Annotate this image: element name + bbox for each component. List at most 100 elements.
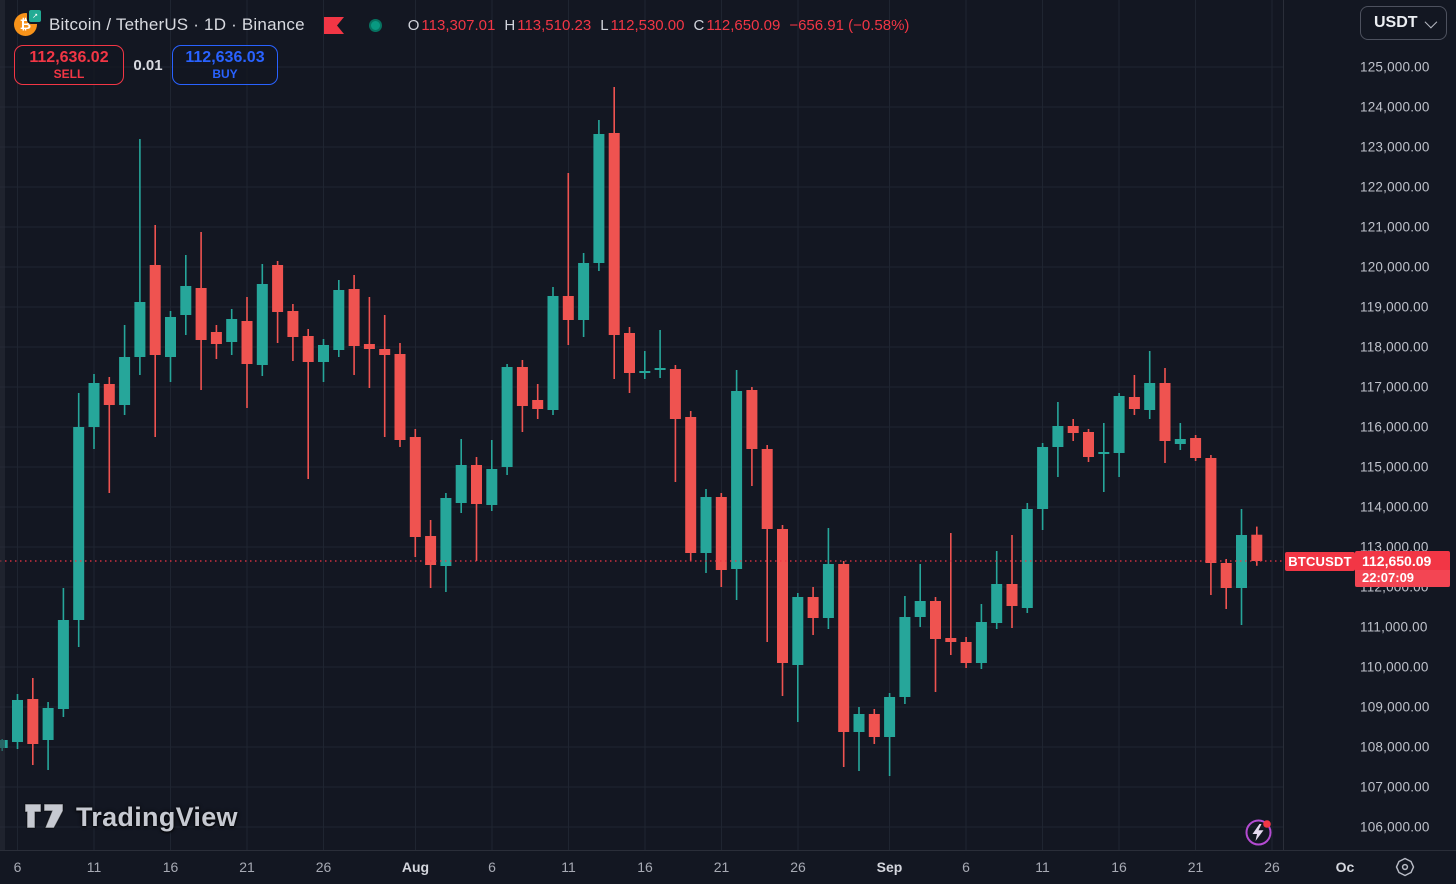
- candle-jul-20[interactable]: [226, 309, 238, 355]
- candle-jul-30[interactable]: [379, 315, 391, 437]
- candle-jul-12[interactable]: [103, 377, 115, 493]
- candle-sep-8[interactable]: [991, 551, 1003, 629]
- buy-button[interactable]: 112,636.03 BUY: [172, 45, 278, 85]
- candle-aug-4[interactable]: [455, 439, 467, 513]
- candle-aug-22[interactable]: [731, 370, 743, 600]
- candle-aug-29[interactable]: [838, 561, 850, 767]
- candle-jul-15[interactable]: [149, 225, 161, 437]
- candle-sep-9[interactable]: [1006, 535, 1018, 628]
- candle-jul-23[interactable]: [272, 261, 284, 343]
- candle-body: [363, 344, 375, 349]
- time-tick-label: 6: [13, 859, 22, 875]
- candle-sep-14[interactable]: [1083, 429, 1094, 462]
- candle-jul-6[interactable]: [12, 694, 23, 749]
- price-axis[interactable]: 125,000.00 124,000.00 123,000.00 122,000.00…: [1283, 0, 1456, 850]
- candle-aug-11[interactable]: [562, 173, 574, 345]
- candle-sep-4[interactable]: [930, 597, 941, 692]
- market-status-icon[interactable]: [368, 18, 382, 32]
- candle-sep-12[interactable]: [1052, 402, 1064, 477]
- candle-sep-15[interactable]: [1098, 423, 1110, 492]
- candle-sep-22[interactable]: [1205, 455, 1217, 595]
- candle-jul-21[interactable]: [241, 297, 253, 408]
- candle-aug-24[interactable]: [761, 445, 773, 642]
- candle-jul-8[interactable]: [42, 702, 54, 770]
- candle-aug-25[interactable]: [777, 525, 788, 696]
- time-axis[interactable]: 6 11 16 21 26 Aug 6 11 16 21 26 Sep 6 11 16 21 26 Oc: [0, 850, 1456, 884]
- candle-aug-8[interactable]: [516, 360, 528, 432]
- candle-jul-27[interactable]: [333, 280, 345, 357]
- candle-sep-17[interactable]: [1128, 375, 1140, 415]
- candle-sep-13[interactable]: [1067, 419, 1079, 441]
- price-tick-label: 120,000.00: [1360, 259, 1430, 275]
- candle-sep-10[interactable]: [1021, 503, 1033, 613]
- candle-jul-25[interactable]: [302, 329, 314, 479]
- candle-sep-16[interactable]: [1113, 393, 1125, 477]
- candle-aug-21[interactable]: [715, 493, 727, 587]
- candle-sep-25[interactable]: [1251, 526, 1263, 566]
- candle-wick: [108, 377, 111, 493]
- candle-jul-26[interactable]: [318, 339, 329, 382]
- candle-aug-6[interactable]: [486, 440, 498, 511]
- candle-aug-16[interactable]: [639, 351, 651, 379]
- candle-aug-31[interactable]: [868, 709, 880, 744]
- gear-icon[interactable]: [1395, 857, 1415, 877]
- candle-sep-7[interactable]: [975, 604, 987, 669]
- candle-sep-20[interactable]: [1174, 423, 1186, 450]
- symbol-title[interactable]: Bitcoin / TetherUS · 1D · Binance: [49, 15, 305, 34]
- candle-jul-10[interactable]: [73, 393, 85, 647]
- candle-jul-16[interactable]: [165, 311, 176, 382]
- candle-jul-14[interactable]: [134, 139, 146, 375]
- candle-sep-5[interactable]: [945, 533, 957, 655]
- candle-sep-19[interactable]: [1159, 368, 1171, 463]
- candle-aug-12[interactable]: [578, 253, 590, 337]
- candle-jul-19[interactable]: [210, 325, 222, 359]
- candle-aug-23[interactable]: [746, 387, 758, 486]
- candle-aug-13[interactable]: [593, 120, 605, 271]
- candle-aug-20[interactable]: [700, 489, 712, 573]
- candle-aug-7[interactable]: [501, 364, 513, 475]
- candle-sep-3[interactable]: [914, 564, 926, 627]
- candle-aug-14[interactable]: [608, 87, 620, 379]
- flag-icon[interactable]: [323, 16, 344, 34]
- sell-button[interactable]: 112,636.02 SELL: [14, 45, 124, 85]
- candle-sep-1[interactable]: [884, 693, 896, 776]
- candle-aug-2[interactable]: [425, 520, 437, 588]
- candle-jul-24[interactable]: [287, 304, 299, 361]
- candle-sep-6[interactable]: [960, 637, 972, 668]
- candle-jul-29[interactable]: [363, 297, 375, 388]
- candle-sep-21[interactable]: [1190, 435, 1202, 461]
- candle-aug-19[interactable]: [685, 411, 697, 561]
- candle-aug-5[interactable]: [471, 457, 482, 561]
- candle-jul-17[interactable]: [180, 255, 192, 335]
- candle-jul-7[interactable]: [27, 678, 39, 765]
- candle-aug-17[interactable]: [654, 330, 666, 378]
- candle-sep-11[interactable]: [1037, 443, 1049, 530]
- watermark-text: TradingView: [76, 802, 238, 832]
- candle-aug-26[interactable]: [792, 593, 804, 722]
- candle-sep-2[interactable]: [899, 596, 911, 704]
- candle-jul-31[interactable]: [394, 343, 406, 447]
- candle-aug-27[interactable]: [807, 587, 819, 635]
- candle-jul-13[interactable]: [119, 325, 131, 415]
- lightning-icon[interactable]: [1245, 818, 1273, 846]
- candle-sep-23[interactable]: [1220, 559, 1232, 609]
- candle-jul-9[interactable]: [57, 588, 69, 717]
- chart-canvas[interactable]: [0, 0, 1283, 850]
- candle-aug-30[interactable]: [853, 707, 865, 771]
- candle-aug-9[interactable]: [532, 384, 544, 419]
- candle-aug-3[interactable]: [440, 493, 452, 592]
- candle-aug-28[interactable]: [822, 528, 834, 629]
- candle-jul-22[interactable]: [256, 264, 268, 376]
- candle-aug-15[interactable]: [624, 327, 635, 393]
- candle-aug-18[interactable]: [669, 365, 681, 482]
- currency-select-button[interactable]: USDT: [1360, 6, 1447, 40]
- candle-jul-11[interactable]: [88, 374, 100, 449]
- price-tick-label: 110,000.00: [1360, 659, 1429, 675]
- candle-sep-18[interactable]: [1144, 351, 1156, 419]
- candle-aug-10[interactable]: [547, 287, 559, 415]
- candle-jul-28[interactable]: [348, 275, 360, 375]
- candle-sep-24[interactable]: [1236, 509, 1247, 625]
- candle-jul-18[interactable]: [195, 232, 207, 390]
- candle-body: [119, 357, 131, 405]
- candle-aug-1[interactable]: [409, 429, 421, 557]
